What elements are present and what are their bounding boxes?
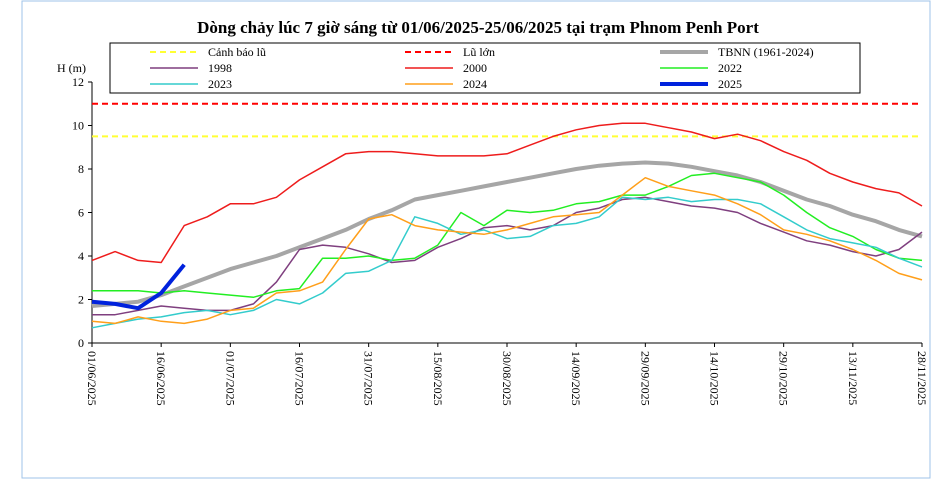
y-tick-label: 0 <box>78 336 84 350</box>
series-line <box>91 122 923 264</box>
series-line <box>91 263 186 311</box>
x-tick-label: 29/09/2025 <box>638 351 652 406</box>
x-tick-label: 14/09/2025 <box>569 351 583 406</box>
legend-label: 2022 <box>718 61 742 75</box>
x-tick-label: 30/08/2025 <box>500 351 514 406</box>
x-tick-label: 13/11/2025 <box>846 351 860 405</box>
legend-label: 2025 <box>718 77 742 91</box>
legend-label: Cảnh báo lũ <box>208 45 266 59</box>
y-tick-label: 12 <box>72 75 84 89</box>
x-tick-label: 31/07/2025 <box>362 351 376 406</box>
legend-label: 2023 <box>208 77 232 91</box>
legend-box <box>109 42 861 94</box>
y-tick-label: 6 <box>78 206 84 220</box>
chart-title: Dòng chảy lúc 7 giờ sáng từ 01/06/2025-2… <box>197 18 759 37</box>
legend-label: 1998 <box>208 61 232 75</box>
y-tick-label: 4 <box>78 249 84 263</box>
x-tick-label: 29/10/2025 <box>777 351 791 406</box>
x-tick-label: 16/06/2025 <box>154 351 168 406</box>
series-line <box>91 196 923 329</box>
legend-label: Lũ lớn <box>463 45 495 59</box>
x-tick-label: 14/10/2025 <box>708 351 722 406</box>
y-tick-label: 2 <box>78 293 84 307</box>
x-tick-label: 16/07/2025 <box>293 351 307 406</box>
y-tick-label: 8 <box>78 162 84 176</box>
y-axis-label: H (m) <box>57 61 86 75</box>
series-line <box>91 176 923 325</box>
x-tick-label: 01/06/2025 <box>85 351 99 406</box>
x-tick-label: 28/11/2025 <box>915 351 929 405</box>
y-tick-label: 10 <box>72 119 84 133</box>
legend-label: 2024 <box>463 77 487 91</box>
series-line <box>92 172 923 299</box>
series-line <box>91 160 923 308</box>
x-tick-label: 15/08/2025 <box>431 351 445 406</box>
legend-label: 2000 <box>463 61 487 75</box>
x-tick-label: 01/07/2025 <box>223 351 237 406</box>
legend-label: TBNN (1961-2024) <box>718 45 814 59</box>
